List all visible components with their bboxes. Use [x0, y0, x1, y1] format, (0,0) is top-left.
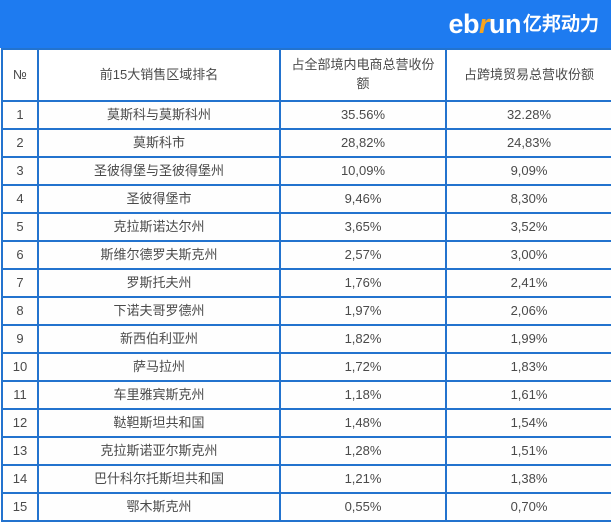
header-domestic-share: 占全部境内电商总营收份额 [279, 48, 447, 102]
table-row: 7 罗斯托夫州 1,76% 2,41% [1, 268, 611, 298]
domestic-share-cell: 3,65% [279, 212, 447, 242]
region-cell: 圣彼得堡市 [37, 184, 281, 214]
domestic-share-cell: 1,82% [279, 324, 447, 354]
crossborder-share-cell: 3,52% [445, 212, 611, 242]
domestic-share-cell: 28,82% [279, 128, 447, 158]
domestic-share-cell: 1,21% [279, 464, 447, 494]
domestic-share-cell: 1,76% [279, 268, 447, 298]
table-row: 2 莫斯科市 28,82% 24,83% [1, 128, 611, 158]
region-cell: 莫斯科市 [37, 128, 281, 158]
rank-cell: 7 [1, 268, 39, 298]
header-crossborder-share: 占跨境贸易总营收份额 [445, 48, 611, 102]
crossborder-share-cell: 1,54% [445, 408, 611, 438]
table-row: 14 巴什科尔托斯坦共和国 1,21% 1,38% [1, 464, 611, 494]
logo-text-r: r [478, 8, 490, 39]
crossborder-share-cell: 1,83% [445, 352, 611, 382]
rank-cell: 15 [1, 492, 39, 522]
table-row: 12 鞑靼斯坦共和国 1,48% 1,54% [1, 408, 611, 438]
header-region: 前15大销售区域排名 [37, 48, 281, 102]
region-cell: 罗斯托夫州 [37, 268, 281, 298]
crossborder-share-cell: 24,83% [445, 128, 611, 158]
brand-bar: eb r un 亿邦动力 [0, 0, 611, 48]
domestic-share-cell: 1,28% [279, 436, 447, 466]
crossborder-share-cell: 2,41% [445, 268, 611, 298]
rank-cell: 10 [1, 352, 39, 382]
table-row: 3 圣彼得堡与圣彼得堡州 10,09% 9,09% [1, 156, 611, 186]
domestic-share-cell: 9,46% [279, 184, 447, 214]
rank-cell: 5 [1, 212, 39, 242]
crossborder-share-cell: 1,61% [445, 380, 611, 410]
crossborder-share-cell: 1,99% [445, 324, 611, 354]
region-cell: 鄂木斯克州 [37, 492, 281, 522]
rank-cell: 2 [1, 128, 39, 158]
rank-cell: 12 [1, 408, 39, 438]
region-cell: 萨马拉州 [37, 352, 281, 382]
table-header: № 前15大销售区域排名 占全部境内电商总营收份额 占跨境贸易总营收份额 [1, 48, 611, 102]
region-cell: 巴什科尔托斯坦共和国 [37, 464, 281, 494]
domestic-share-cell: 1,72% [279, 352, 447, 382]
logo-text-cn: 亿邦动力 [522, 13, 599, 35]
header-rank: № [1, 48, 39, 102]
rank-cell: 13 [1, 436, 39, 466]
table-row: 8 下诺夫哥罗德州 1,97% 2,06% [1, 296, 611, 326]
rank-cell: 3 [1, 156, 39, 186]
table-row: 5 克拉斯诺达尔州 3,65% 3,52% [1, 212, 611, 242]
ebrun-logo: eb r un 亿邦动力 [448, 8, 599, 39]
table-row: 1 莫斯科与莫斯科州 35.56% 32.28% [1, 100, 611, 130]
region-cell: 下诺夫哥罗德州 [37, 296, 281, 326]
domestic-share-cell: 1,48% [279, 408, 447, 438]
rank-cell: 1 [1, 100, 39, 130]
rank-cell: 11 [1, 380, 39, 410]
domestic-share-cell: 10,09% [279, 156, 447, 186]
crossborder-share-cell: 3,00% [445, 240, 611, 270]
region-cell: 克拉斯诺亚尔斯克州 [37, 436, 281, 466]
logo-text-eb: eb [448, 8, 479, 39]
table-row: 9 新西伯利亚州 1,82% 1,99% [1, 324, 611, 354]
region-cell: 克拉斯诺达尔州 [37, 212, 281, 242]
rank-cell: 14 [1, 464, 39, 494]
rank-cell: 4 [1, 184, 39, 214]
crossborder-share-cell: 9,09% [445, 156, 611, 186]
crossborder-share-cell: 1,38% [445, 464, 611, 494]
table-body: 1 莫斯科与莫斯科州 35.56% 32.28% 2 莫斯科市 28,82% 24,83% 3 圣… [1, 100, 611, 522]
domestic-share-cell: 1,97% [279, 296, 447, 326]
table-row: 15 鄂木斯克州 0,55% 0,70% [1, 492, 611, 522]
region-cell: 圣彼得堡与圣彼得堡州 [37, 156, 281, 186]
crossborder-share-cell: 8,30% [445, 184, 611, 214]
domestic-share-cell: 1,18% [279, 380, 447, 410]
region-cell: 新西伯利亚州 [37, 324, 281, 354]
table-row: 6 斯维尔德罗夫斯克州 2,57% 3,00% [1, 240, 611, 270]
crossborder-share-cell: 2,06% [445, 296, 611, 326]
rank-cell: 9 [1, 324, 39, 354]
region-cell: 鞑靼斯坦共和国 [37, 408, 281, 438]
region-cell: 斯维尔德罗夫斯克州 [37, 240, 281, 270]
rank-cell: 8 [1, 296, 39, 326]
region-cell: 车里雅宾斯克州 [37, 380, 281, 410]
logo-text-un: un [488, 8, 522, 39]
table-row: 10 萨马拉州 1,72% 1,83% [1, 352, 611, 382]
sales-region-table: № 前15大销售区域排名 占全部境内电商总营收份额 占跨境贸易总营收份额 1 莫斯… [1, 48, 611, 522]
domestic-share-cell: 2,57% [279, 240, 447, 270]
table-row: 13 克拉斯诺亚尔斯克州 1,28% 1,51% [1, 436, 611, 466]
domestic-share-cell: 35.56% [279, 100, 447, 130]
domestic-share-cell: 0,55% [279, 492, 447, 522]
table-row: 4 圣彼得堡市 9,46% 8,30% [1, 184, 611, 214]
crossborder-share-cell: 0,70% [445, 492, 611, 522]
crossborder-share-cell: 1,51% [445, 436, 611, 466]
header-row: № 前15大销售区域排名 占全部境内电商总营收份额 占跨境贸易总营收份额 [1, 48, 611, 102]
table-row: 11 车里雅宾斯克州 1,18% 1,61% [1, 380, 611, 410]
crossborder-share-cell: 32.28% [445, 100, 611, 130]
region-cell: 莫斯科与莫斯科州 [37, 100, 281, 130]
rank-cell: 6 [1, 240, 39, 270]
